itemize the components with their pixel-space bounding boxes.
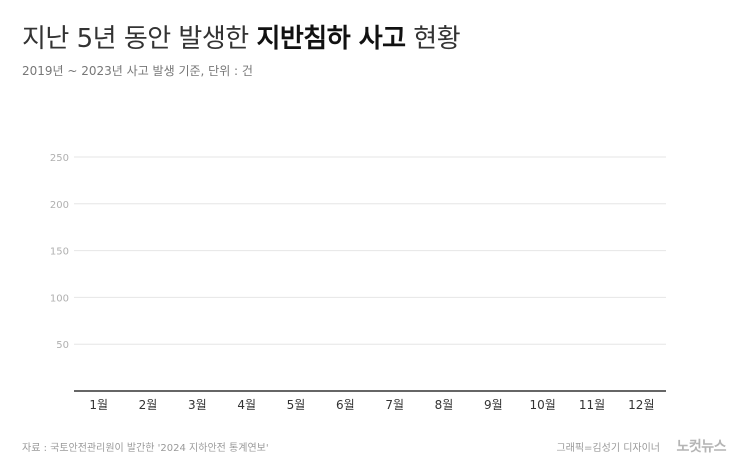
title-part-3: 현황 xyxy=(405,24,461,54)
nocut-news-logo: 노컷뉴스 xyxy=(676,439,726,455)
title-part-1: 지난 5년 동안 발생한 xyxy=(22,24,257,54)
y-tick-label: 200 xyxy=(50,200,69,211)
x-category-label: 4월 xyxy=(237,398,256,412)
source-note: 자료 : 국토안전관리원이 발간한 '2024 지하안전 통계연보' xyxy=(22,443,269,454)
page-title: 지난 5년 동안 발생한 지반침하 사고 현황 xyxy=(22,22,461,56)
x-category-label: 9월 xyxy=(484,398,503,412)
x-category-label: 6월 xyxy=(336,398,355,412)
x-category-label: 8월 xyxy=(435,398,454,412)
y-tick-label: 50 xyxy=(56,340,69,351)
y-axis-tick-labels: 50 100 150 200 250 xyxy=(50,153,69,351)
x-axis-category-labels: 1월 2월 3월 4월 5월 6월 7월 8월 9월 10월 11월 12월 xyxy=(89,398,654,412)
x-category-label: 2월 xyxy=(139,398,158,412)
x-category-label: 1월 xyxy=(89,398,108,412)
x-category-label: 3월 xyxy=(188,398,207,412)
x-category-label: 7월 xyxy=(385,398,404,412)
y-tick-label: 250 xyxy=(50,153,69,164)
y-tick-label: 150 xyxy=(50,247,69,258)
title-part-2-highlight: 지반침하 사고 xyxy=(256,24,406,54)
y-tick-label: 100 xyxy=(50,293,69,304)
x-category-label: 11월 xyxy=(579,398,605,412)
x-category-label: 10월 xyxy=(530,398,556,412)
page-subtitle: 2019년 ~ 2023년 사고 발생 기준, 단위 : 건 xyxy=(22,64,253,78)
graphic-credit: 그래픽=김성기 디자이너 xyxy=(556,443,660,454)
x-category-label: 5월 xyxy=(287,398,306,412)
x-category-label: 12월 xyxy=(628,398,654,412)
grid-lines xyxy=(74,156,666,345)
